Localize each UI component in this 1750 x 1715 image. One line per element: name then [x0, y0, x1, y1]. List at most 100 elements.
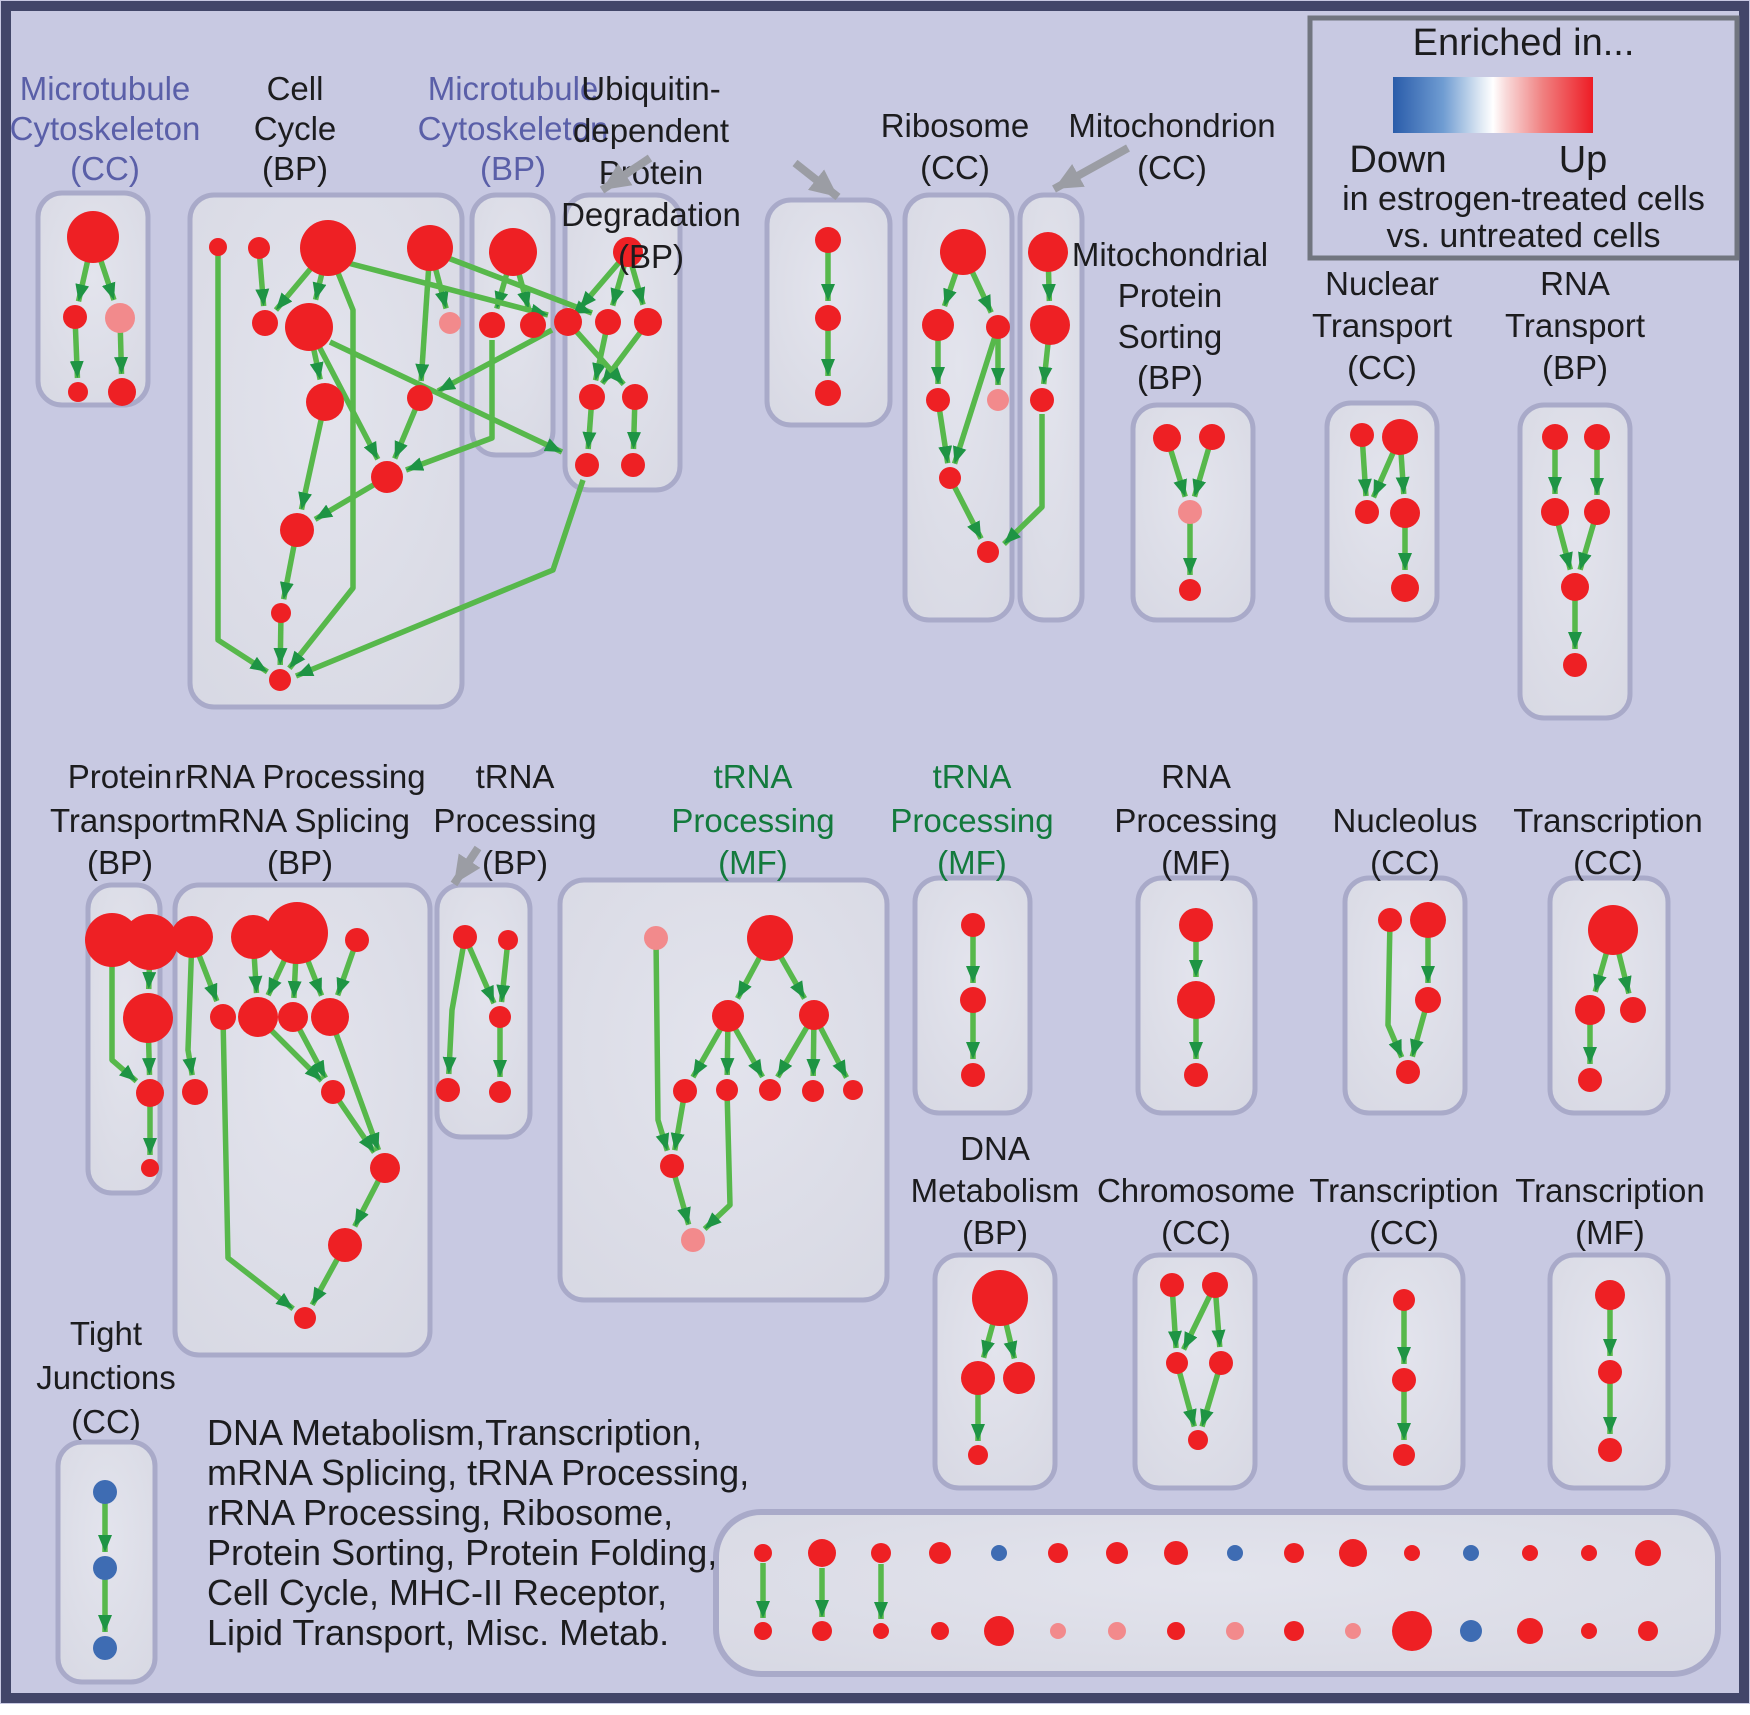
go-term-node [93, 1636, 117, 1660]
cluster-label-trna-processing-bp: Processing [433, 802, 596, 839]
cluster-label-trna-processing-mf-large: tRNA [714, 758, 793, 795]
relation-edge [951, 326, 1001, 465]
cluster-label-trna-processing-bp: tRNA [476, 758, 555, 795]
cluster-label-cell-cycle-bp: (BP) [262, 150, 328, 187]
go-term-node [1209, 1351, 1233, 1375]
go-term-node [922, 309, 954, 341]
relation-edge [306, 325, 381, 461]
go-term-node [1563, 653, 1587, 677]
cross-cluster-edge [328, 339, 564, 455]
cluster-label-protein-transport-bp: Transport [50, 802, 190, 839]
go-term-node [1522, 1545, 1538, 1561]
cluster-label-trna-processing-mf-small: Processing [890, 802, 1053, 839]
misc-categories-text: Cell Cycle, MHC-II Receptor, [207, 1572, 667, 1613]
legend-gradient-bar [1393, 77, 1593, 133]
go-term-node [873, 1623, 889, 1639]
go-term-node [210, 1004, 236, 1030]
go-term-node [812, 1621, 832, 1641]
go-term-node [271, 603, 291, 623]
cross-cluster-edge [294, 479, 586, 679]
go-term-node [1355, 500, 1379, 524]
go-term-node [300, 220, 356, 276]
go-term-node [1561, 573, 1589, 601]
go-term-node [1167, 1622, 1185, 1640]
go-term-node [1178, 500, 1202, 524]
go-term-node [802, 1080, 824, 1102]
go-term-node [1581, 1623, 1597, 1639]
go-term-node [747, 915, 793, 961]
go-term-node [1542, 424, 1568, 450]
cluster-label-rrna-processing-mrna-splicing-bp: mRNA Splicing [190, 802, 410, 839]
relation-edge [109, 940, 139, 1084]
go-term-node [673, 1079, 697, 1103]
go-term-node [1575, 995, 1605, 1025]
go-term-node [1390, 498, 1420, 528]
cluster-label-chromosome-cc: Chromosome [1097, 1172, 1295, 1209]
go-term-node [68, 382, 88, 402]
cluster-label-chromosome-cc: (CC) [1161, 1214, 1231, 1251]
go-term-node [991, 1545, 1007, 1561]
cluster-label-mitochondrion-cc: Mitochondrion [1068, 107, 1275, 144]
go-term-node [63, 305, 87, 329]
go-term-node [1284, 1543, 1304, 1563]
go-term-node [1030, 388, 1054, 412]
go-term-node [960, 987, 986, 1013]
go-term-node [136, 1079, 164, 1107]
cluster-label-microtubule-cytoskeleton-cc: (CC) [70, 150, 140, 187]
relation-edge [287, 246, 356, 670]
go-term-node [252, 310, 278, 336]
go-term-node [489, 1006, 511, 1028]
go-term-node [815, 305, 841, 331]
cluster-label-nucleolus-cc: (CC) [1370, 844, 1440, 881]
nodes-layer [63, 211, 1661, 1660]
go-term-node [311, 998, 349, 1036]
go-term-node [1226, 1622, 1244, 1640]
go-term-node [1048, 1543, 1068, 1563]
go-term-node [1393, 1444, 1415, 1466]
cluster-box-ubiquitin-dependent-protein-degradation-bp [562, 192, 683, 493]
go-term-node [93, 1480, 117, 1504]
cluster-box-nuclear-transport-cc [1324, 400, 1440, 623]
go-term-node [105, 303, 135, 333]
go-term-node [1391, 574, 1419, 602]
go-term-node [931, 1622, 949, 1640]
cluster-label-rna-processing-mf: RNA [1161, 758, 1231, 795]
cluster-label-mitochondrial-protein-sorting-bp: Mitochondrial [1072, 236, 1268, 273]
go-term-node [489, 228, 537, 276]
go-term-node [977, 541, 999, 563]
go-term-node [712, 1000, 744, 1032]
cluster-label-transcription-mf: (MF) [1575, 1214, 1645, 1251]
relation-edge [442, 936, 468, 1075]
relation-edge [327, 1016, 382, 1152]
go-term-node [621, 453, 645, 477]
go-term-node [321, 1080, 345, 1104]
go-term-node [520, 312, 546, 338]
cluster-label-trna-processing-bp: (BP) [482, 844, 548, 881]
legend-line2: vs. untreated cells [1386, 217, 1660, 255]
relation-edge [182, 936, 197, 1076]
go-term-node [1003, 1362, 1035, 1394]
go-term-node [278, 1002, 308, 1032]
cluster-label-ubiquitin-dependent-protein-degradation-bp: (BP) [618, 238, 684, 275]
go-term-node [716, 1079, 738, 1101]
go-term-node [554, 308, 582, 336]
go-term-node [1378, 908, 1402, 932]
cluster-label-nuclear-transport-cc: Nuclear [1325, 265, 1439, 302]
go-term-node [1393, 1289, 1415, 1311]
go-term-node [93, 1556, 117, 1580]
go-term-node [681, 1228, 705, 1252]
legend-up-label: Up [1559, 139, 1608, 181]
go-term-node [1584, 499, 1610, 525]
bottom-margin [0, 1704, 1750, 1715]
cluster-label-microtubule-cytoskeleton-cc: Cytoskeleton [10, 110, 201, 147]
go-term-node [306, 383, 344, 421]
go-term-node [280, 513, 314, 547]
label-pointer-arrow-icon [450, 845, 482, 887]
label-pointer-arrow-icon [1052, 144, 1130, 193]
go-term-node [1541, 498, 1569, 526]
go-term-node [1638, 1621, 1658, 1641]
cluster-box-transcription-cc-middle [1547, 875, 1671, 1116]
cluster-box-nucleolus-cc [1342, 875, 1468, 1116]
